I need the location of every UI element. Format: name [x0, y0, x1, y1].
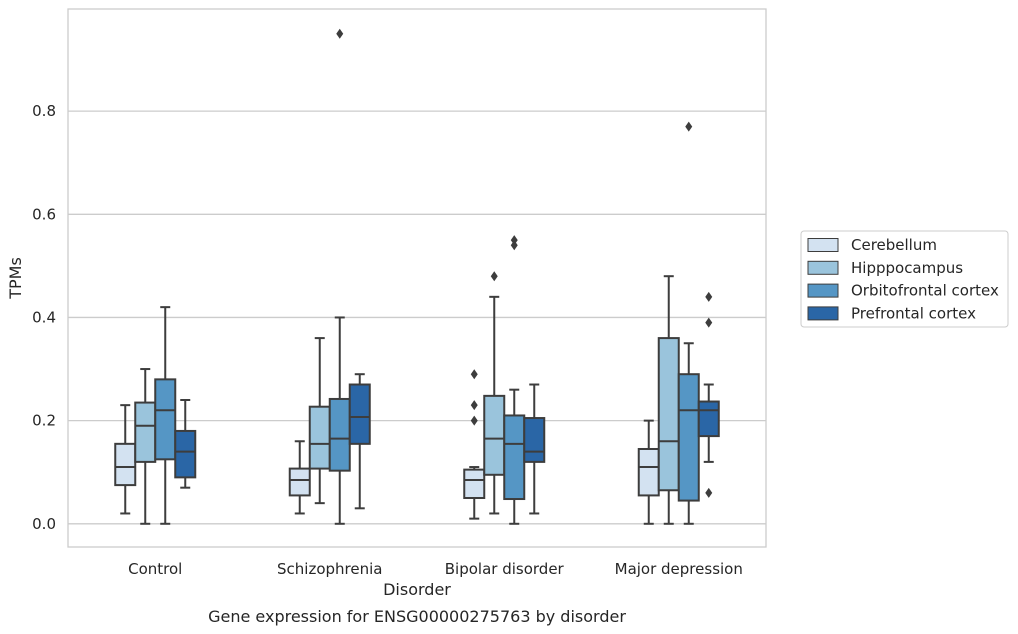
outlier-marker	[705, 291, 713, 302]
x-tick-labels: Control Schizophrenia Bipolar disorder Majo…	[128, 560, 743, 578]
box-iqr	[328, 397, 351, 472]
x-axis-label: Disorder	[383, 580, 451, 599]
box-2-1	[483, 271, 506, 515]
y-tick-label: 0.8	[32, 102, 56, 120]
outlier-marker	[336, 28, 344, 39]
box-iqr	[134, 401, 157, 463]
box-iqr	[154, 378, 177, 461]
legend-label: Orbitofrontal cortex	[851, 282, 999, 300]
legend-swatch	[807, 238, 839, 252]
legend-items: Cerebellum Hipppocampus Orbitofrontal cort…	[807, 236, 999, 322]
x-tick-label: Major depression	[615, 560, 743, 578]
outlier-marker	[490, 271, 498, 282]
box-iqr	[174, 429, 197, 479]
outlier-marker	[705, 317, 713, 328]
box-1-3	[348, 373, 371, 510]
y-tick-label: 0.4	[32, 308, 56, 326]
box-0-1	[134, 368, 157, 525]
outlier-marker	[685, 121, 693, 132]
box-2-3	[523, 383, 546, 515]
box-2-0	[463, 369, 486, 520]
box-iqr	[503, 414, 526, 501]
box-iqr	[697, 400, 720, 438]
box-series	[114, 28, 720, 525]
box-3-0	[637, 419, 660, 525]
x-tick-label: Bipolar disorder	[445, 560, 565, 578]
box-1-1	[308, 337, 331, 505]
box-3-2	[677, 121, 700, 525]
legend-frame	[800, 230, 1009, 328]
legend-swatch	[807, 306, 839, 321]
box-1-0	[288, 440, 311, 515]
y-tick-labels: 0.0 0.2 0.4 0.6 0.8	[32, 102, 56, 533]
box-2-2	[503, 235, 526, 525]
y-axis-label: TPMs	[6, 257, 25, 300]
box-3-3	[697, 291, 720, 498]
y-tick-label: 0.2	[32, 412, 56, 430]
box-3-1	[657, 275, 680, 525]
legend-label: Prefrontal cortex	[851, 304, 976, 322]
box-0-3	[174, 398, 197, 489]
legend-swatch	[807, 283, 839, 298]
chart-caption: Gene expression for ENSG00000275763 by d…	[208, 607, 626, 626]
legend-swatch	[807, 260, 839, 275]
box-iqr	[657, 337, 680, 492]
legend: Cerebellum Hipppocampus Orbitofrontal cort…	[800, 230, 1009, 328]
y-tick-label: 0.0	[32, 515, 56, 533]
outlier-marker	[470, 415, 478, 426]
box-iqr	[308, 405, 331, 470]
x-tick-label: Control	[128, 560, 182, 578]
box-iqr	[523, 417, 546, 463]
box-iqr	[288, 467, 311, 497]
box-iqr	[114, 442, 137, 487]
box-iqr	[483, 394, 506, 476]
x-tick-label: Schizophrenia	[277, 560, 382, 578]
outlier-marker	[705, 487, 713, 498]
legend-label: Hipppocampus	[851, 259, 963, 277]
box-iqr	[677, 373, 700, 502]
box-iqr	[637, 447, 660, 497]
box-1-2	[328, 28, 351, 525]
plot-frame	[67, 8, 767, 548]
y-tick-label: 0.6	[32, 205, 56, 223]
outlier-marker	[470, 400, 478, 411]
box-0-2	[154, 306, 177, 525]
outlier-marker	[510, 240, 518, 251]
box-0-0	[114, 404, 137, 515]
outlier-marker	[510, 235, 518, 246]
box-iqr	[348, 383, 371, 445]
legend-label: Cerebellum	[851, 236, 937, 254]
box-iqr	[463, 468, 486, 499]
outlier-marker	[470, 369, 478, 380]
